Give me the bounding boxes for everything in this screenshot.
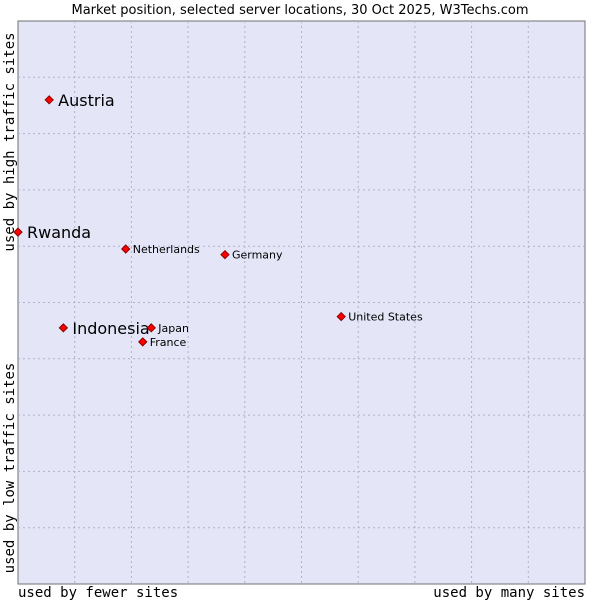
chart-title: Market position, selected server locatio…	[71, 3, 528, 18]
point-indonesia	[58, 323, 69, 333]
point-label-netherlands: Netherlands	[133, 243, 200, 256]
grid-lines	[18, 21, 585, 584]
point-label-france: France	[150, 336, 187, 349]
x-axis-label-low: used by fewer sites	[18, 585, 178, 600]
point-label-japan: Japan	[157, 322, 189, 335]
point-label-germany: Germany	[232, 249, 283, 262]
point-france	[138, 337, 148, 347]
point-japan	[146, 323, 156, 333]
point-label-united-states: United States	[348, 311, 423, 324]
x-axis-label-high: used by many sites	[433, 585, 585, 600]
point-austria	[44, 95, 54, 105]
point-label-rwanda: Rwanda	[27, 223, 91, 242]
y-axis-label-low: used by low traffic sites	[2, 363, 18, 574]
point-germany	[220, 249, 230, 260]
point-label-austria: Austria	[58, 91, 115, 110]
point-netherlands	[121, 244, 131, 254]
y-axis-label-high: used by high traffic sites	[2, 32, 18, 251]
point-united-states	[336, 311, 346, 322]
point-rwanda	[13, 227, 23, 237]
point-label-indonesia: Indonesia	[72, 319, 149, 338]
data-points: Austria Rwanda Netherlands Germany United St…	[13, 91, 423, 349]
